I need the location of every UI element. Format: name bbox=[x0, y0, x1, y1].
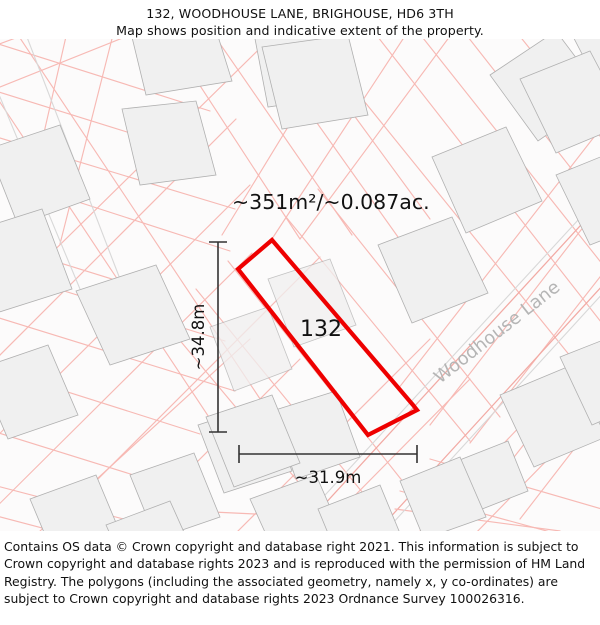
area-label: ~351m²/~0.087ac. bbox=[232, 190, 430, 214]
width-dimension bbox=[238, 445, 418, 463]
map-canvas[interactable]: ~351m²/~0.087ac. 132 ~34.8m ~31.9m Wood bbox=[0, 39, 600, 531]
copyright-notice: Contains OS data © Crown copyright and d… bbox=[4, 539, 586, 607]
property-boundary-polygon[interactable] bbox=[235, 237, 421, 438]
page-title: 132, WOODHOUSE LANE, BRIGHOUSE, HD6 3TH bbox=[146, 6, 454, 21]
plot-number-label: 132 bbox=[300, 317, 342, 342]
map-header: 132, WOODHOUSE LANE, BRIGHOUSE, HD6 3TH … bbox=[0, 0, 600, 39]
height-dimension bbox=[209, 241, 227, 433]
map-footer: Contains OS data © Crown copyright and d… bbox=[0, 534, 600, 608]
page-subtitle: Map shows position and indicative extent… bbox=[116, 23, 484, 38]
building-footprints bbox=[0, 39, 600, 531]
property-map[interactable]: ~351m²/~0.087ac. 132 ~34.8m ~31.9m Wood bbox=[0, 39, 600, 531]
height-dimension-label: ~34.8m bbox=[189, 304, 208, 371]
width-dimension-label: ~31.9m bbox=[295, 468, 362, 487]
